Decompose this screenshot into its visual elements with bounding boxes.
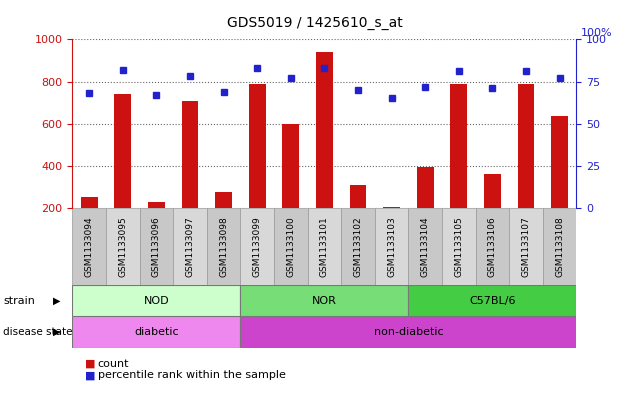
Bar bbox=[476, 208, 509, 285]
Bar bbox=[408, 208, 442, 285]
Text: GSM1133108: GSM1133108 bbox=[555, 216, 564, 277]
Bar bbox=[316, 52, 333, 251]
Text: GSM1133099: GSM1133099 bbox=[253, 216, 261, 277]
Text: strain: strain bbox=[3, 296, 35, 306]
Text: count: count bbox=[98, 358, 129, 369]
Text: NOR: NOR bbox=[312, 296, 337, 306]
Bar bbox=[509, 208, 543, 285]
Bar bbox=[72, 208, 106, 285]
Bar bbox=[140, 208, 173, 285]
Bar bbox=[181, 101, 198, 251]
Bar bbox=[241, 285, 408, 316]
Bar bbox=[215, 193, 232, 251]
Text: GSM1133103: GSM1133103 bbox=[387, 216, 396, 277]
Bar bbox=[72, 316, 241, 348]
Bar bbox=[249, 84, 266, 251]
Text: ▶: ▶ bbox=[53, 296, 60, 306]
Bar bbox=[241, 316, 576, 348]
Bar bbox=[383, 207, 400, 251]
Bar bbox=[274, 208, 307, 285]
Bar bbox=[341, 208, 375, 285]
Text: GSM1133101: GSM1133101 bbox=[320, 216, 329, 277]
Bar bbox=[106, 208, 140, 285]
Bar bbox=[375, 208, 408, 285]
Bar bbox=[518, 84, 534, 251]
Bar bbox=[543, 208, 576, 285]
Bar bbox=[115, 94, 131, 251]
Text: ■: ■ bbox=[85, 370, 96, 380]
Text: GSM1133106: GSM1133106 bbox=[488, 216, 497, 277]
Text: GSM1133098: GSM1133098 bbox=[219, 216, 228, 277]
Text: disease state: disease state bbox=[3, 327, 72, 337]
Text: NOD: NOD bbox=[144, 296, 169, 306]
Bar bbox=[241, 208, 274, 285]
Bar bbox=[72, 285, 241, 316]
Bar bbox=[350, 185, 367, 251]
Text: ■: ■ bbox=[85, 358, 96, 369]
Text: GSM1133105: GSM1133105 bbox=[454, 216, 463, 277]
Bar bbox=[450, 84, 467, 251]
Text: GSM1133100: GSM1133100 bbox=[287, 216, 295, 277]
Text: GDS5019 / 1425610_s_at: GDS5019 / 1425610_s_at bbox=[227, 16, 403, 30]
Text: diabetic: diabetic bbox=[134, 327, 179, 337]
Bar bbox=[307, 208, 341, 285]
Bar bbox=[442, 208, 476, 285]
Bar bbox=[173, 208, 207, 285]
Bar bbox=[417, 167, 433, 251]
Text: ▶: ▶ bbox=[53, 327, 60, 337]
Bar bbox=[81, 196, 98, 251]
Text: GSM1133097: GSM1133097 bbox=[186, 216, 195, 277]
Text: GSM1133095: GSM1133095 bbox=[118, 216, 127, 277]
Text: 100%: 100% bbox=[581, 28, 612, 38]
Text: percentile rank within the sample: percentile rank within the sample bbox=[98, 370, 285, 380]
Text: GSM1133107: GSM1133107 bbox=[522, 216, 530, 277]
Text: C57BL/6: C57BL/6 bbox=[469, 296, 516, 306]
Bar bbox=[551, 116, 568, 251]
Text: GSM1133104: GSM1133104 bbox=[421, 216, 430, 277]
Bar bbox=[484, 174, 501, 251]
Text: GSM1133102: GSM1133102 bbox=[353, 216, 362, 277]
Text: GSM1133094: GSM1133094 bbox=[85, 216, 94, 277]
Bar bbox=[282, 124, 299, 251]
Text: non-diabetic: non-diabetic bbox=[374, 327, 444, 337]
Bar bbox=[408, 285, 576, 316]
Bar bbox=[148, 202, 165, 251]
Bar bbox=[207, 208, 241, 285]
Text: GSM1133096: GSM1133096 bbox=[152, 216, 161, 277]
